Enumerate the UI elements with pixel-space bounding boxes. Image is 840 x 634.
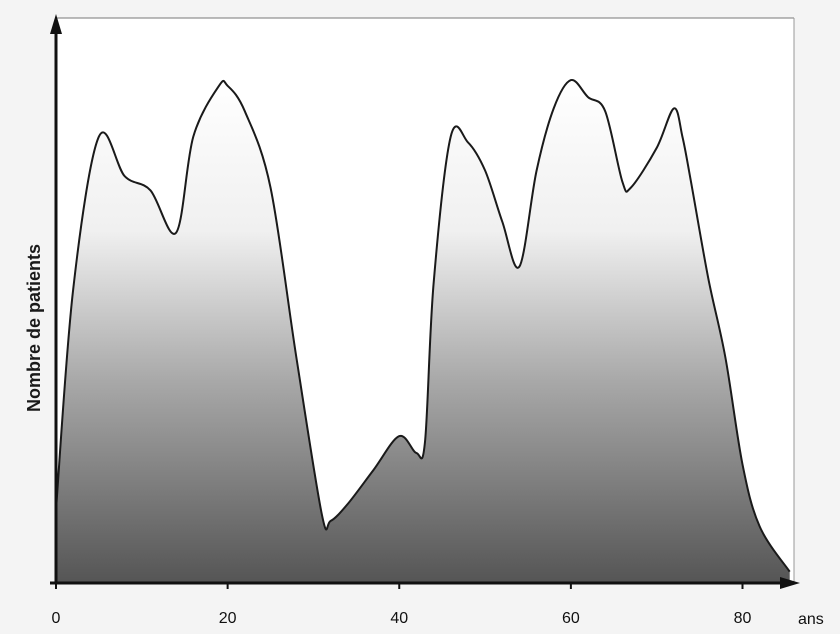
x-tick-label: 20 xyxy=(219,610,237,627)
y-axis-arrow xyxy=(50,14,62,34)
x-tick-label: 40 xyxy=(390,610,408,627)
x-axis-unit-label: ans xyxy=(798,611,824,628)
x-tick-label: 60 xyxy=(562,610,580,627)
x-axis-arrow xyxy=(780,577,800,589)
series-line xyxy=(55,79,791,573)
y-axis-label: Nombre de patients xyxy=(24,244,44,412)
x-tick-label: 80 xyxy=(734,610,752,627)
x-tick-label: 0 xyxy=(52,610,61,627)
series-area xyxy=(56,79,790,583)
x-axis-ticks: 0 20 40 60 80 xyxy=(52,583,752,627)
